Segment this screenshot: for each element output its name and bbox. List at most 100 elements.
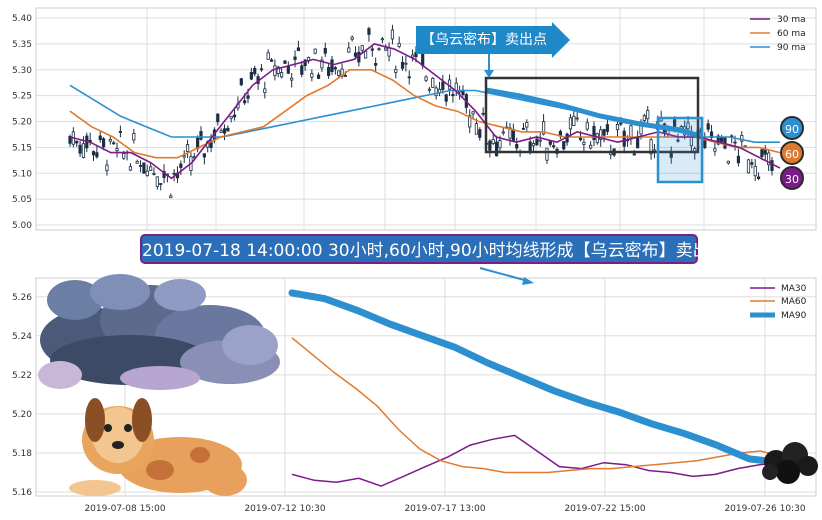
candle-body [290, 77, 294, 81]
candle-body [182, 155, 186, 158]
candle-body [253, 67, 257, 75]
candle-body [541, 121, 546, 135]
candle-body [454, 82, 458, 91]
candle-body [575, 117, 579, 120]
candle-body [397, 43, 401, 47]
candle-body [78, 144, 82, 154]
candle-body [770, 160, 774, 171]
candle-body [390, 29, 395, 40]
candle-body [202, 153, 206, 158]
candle-body [377, 48, 381, 51]
candle-body [75, 140, 79, 144]
ma30-line-bottom [291, 434, 783, 487]
candle-body [239, 78, 243, 86]
candle-body [451, 93, 455, 97]
candle-body [471, 111, 475, 115]
candle-body [760, 149, 764, 157]
dark-cloud-illustration [38, 274, 280, 390]
candle-body [756, 176, 761, 180]
legend-ma30: 30 ma [777, 15, 806, 25]
ma90-highlight-thick [485, 87, 701, 139]
candle-body [736, 155, 741, 164]
candle-body [263, 88, 267, 93]
candle-body [494, 141, 499, 157]
candle-body [199, 131, 203, 140]
candle-body [562, 141, 566, 150]
candle-body [733, 141, 737, 144]
candle-body [169, 195, 173, 199]
badge-ma60: 60 [780, 141, 804, 165]
candle-body [269, 59, 274, 62]
ma60-line-bottom [291, 337, 783, 474]
bottom-legend: MA30 MA60 MA90 [750, 284, 807, 321]
candle-body [474, 123, 479, 135]
top-y-tick: 5.00 [12, 221, 32, 231]
bottom-x-tick: 2019-07-26 10:30 [724, 504, 805, 514]
candle-body [384, 47, 388, 51]
candle-body [498, 140, 502, 149]
candle-body [343, 75, 348, 77]
candle-body [592, 125, 596, 140]
top-y-tick: 5.40 [12, 14, 32, 24]
candle-body [95, 152, 99, 158]
candle-body [545, 147, 549, 161]
candle-body [216, 113, 220, 123]
sell-zone-box [656, 116, 704, 184]
candle-body [511, 129, 515, 142]
candle-body [280, 72, 284, 78]
candle-body [313, 48, 317, 54]
candle-body [243, 100, 247, 104]
candle-body [380, 38, 384, 41]
candle-body [249, 71, 253, 80]
candle-body [404, 62, 408, 65]
candle-body [461, 90, 465, 95]
ma90-line-bottom [288, 289, 786, 467]
candle-body [105, 164, 109, 172]
candle-body [740, 135, 744, 142]
candle-body [320, 59, 324, 69]
sell-signal-sign-label: 【乌云密布】卖出点 [416, 26, 552, 54]
candle-body [538, 139, 542, 142]
candle-body [394, 68, 398, 73]
top-y-tick: 5.30 [12, 66, 32, 76]
candle-body [132, 133, 136, 141]
bottom-x-tick-labels: 2019-07-08 15:00 2019-07-12 10:30 2019-07-… [84, 504, 805, 514]
candle-body [632, 153, 636, 156]
candle-body [273, 65, 277, 77]
candle-body [367, 28, 371, 35]
candle-body [246, 95, 250, 99]
candle-body [360, 45, 364, 51]
top-y-tick: 5.35 [12, 40, 32, 50]
dark-cloud-zone-box [484, 76, 700, 154]
candle-body [185, 144, 190, 152]
candle-body [599, 129, 603, 140]
candle-body [750, 162, 754, 165]
candle-body [259, 68, 264, 71]
top-y-tick: 5.05 [12, 195, 32, 205]
candle-body [703, 139, 707, 148]
candle-body [619, 122, 623, 125]
candle-body [266, 52, 270, 60]
bottom-x-tick: 2019-07-22 15:00 [564, 504, 645, 514]
top-y-tick: 5.10 [12, 169, 32, 179]
chart-title-banner: 2019-07-18 14:00:00 30小时,60小时,90小时均线形成【乌… [140, 234, 727, 264]
candle-body [622, 130, 626, 147]
candle-body [431, 77, 435, 88]
candle-body [716, 135, 720, 145]
candle-body [427, 88, 431, 91]
candle-body [424, 76, 428, 81]
candle-body [323, 47, 327, 54]
candle-body [414, 52, 418, 58]
candle-body [676, 139, 680, 142]
candle-body [219, 130, 223, 133]
bottom-x-tick: 2019-07-08 15:00 [84, 504, 165, 514]
candle-body [330, 59, 334, 72]
candle-body [501, 131, 505, 134]
candle-body [686, 122, 690, 130]
candle-body [172, 172, 176, 175]
candle-body [441, 81, 445, 90]
candle-body [649, 139, 653, 155]
candle-body [528, 141, 532, 151]
candle-body [81, 143, 86, 158]
candle-body [552, 145, 556, 148]
